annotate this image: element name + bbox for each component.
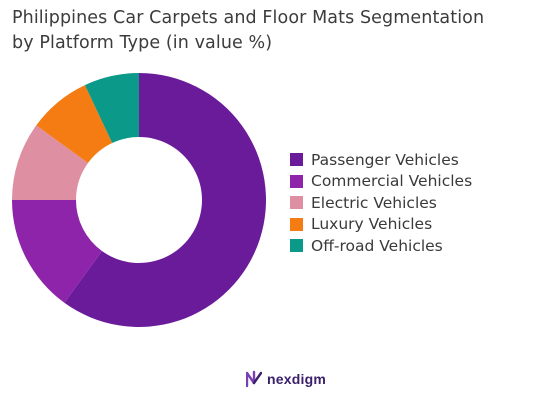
nexdigm-logo-icon: [246, 370, 262, 388]
legend-label: Electric Vehicles: [311, 193, 437, 212]
legend-label: Commercial Vehicles: [311, 172, 473, 191]
legend-label: Passenger Vehicles: [311, 150, 459, 169]
legend-swatch: [290, 196, 303, 210]
legend-item-electric-vehicles: Electric Vehicles: [290, 192, 472, 214]
legend-item-luxury-vehicles: Luxury Vehicles: [290, 214, 472, 236]
donut-slice-commercial-vehicles: [11, 200, 102, 303]
legend-swatch: [290, 239, 303, 253]
donut-slice-off-road-vehicles: [84, 73, 139, 143]
legend-item-off-road-vehicles: Off-road Vehicles: [290, 235, 472, 257]
legend-label: Off-road Vehicles: [311, 236, 443, 255]
donut-slice-passenger-vehicles: [64, 73, 267, 327]
legend-item-commercial-vehicles: Commercial Vehicles: [290, 171, 472, 193]
chart-legend: Passenger Vehicles Commercial Vehicles Ele…: [290, 149, 472, 257]
brand-footer: nexdigm: [246, 370, 326, 388]
legend-item-passenger-vehicles: Passenger Vehicles: [290, 149, 472, 171]
donut-slice-electric-vehicles: [12, 125, 89, 200]
brand-name: nexdigm: [267, 371, 326, 387]
chart-title-line-1: Philippines Car Carpets and Floor Mats S…: [12, 8, 485, 28]
legend-swatch: [290, 217, 303, 231]
legend-swatch: [290, 153, 303, 167]
chart-title-line-2: by Platform Type (in value %): [12, 33, 273, 53]
chart-title: Philippines Car Carpets and Floor Mats S…: [12, 6, 542, 56]
donut-slice-luxury-vehicles: [36, 85, 113, 163]
legend-swatch: [290, 174, 303, 188]
legend-label: Luxury Vehicles: [311, 215, 433, 234]
